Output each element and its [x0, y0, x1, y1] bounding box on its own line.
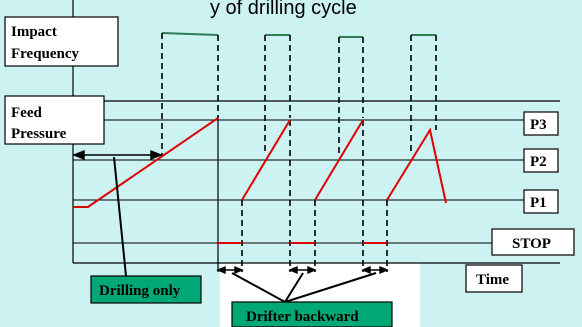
drifter-leader-1: [231, 272, 286, 303]
timing-dashes: [161, 33, 437, 272]
drifter-backward-callout: Drifter backward: [231, 301, 393, 327]
svg-text:STOP: STOP: [512, 236, 551, 252]
svg-text:Drifter backward: Drifter backward: [246, 309, 359, 325]
drilling-only-leader: [113, 156, 127, 277]
p1-label: P1: [523, 189, 559, 214]
svg-text:P2: P2: [530, 154, 547, 170]
svg-text:P3: P3: [530, 117, 547, 133]
svg-text:Feed: Feed: [11, 105, 42, 121]
drifter-leader-2: [284, 272, 304, 303]
p3-label: P3: [523, 111, 559, 136]
drifter-leader-3: [284, 272, 377, 303]
svg-text:Pressure: Pressure: [11, 126, 67, 142]
callout-leaders: [113, 156, 377, 303]
title-fragment: y of drilling cycle: [210, 0, 357, 19]
svg-text:Impact: Impact: [11, 24, 57, 40]
drifter-backward-spans: [216, 265, 389, 275]
p2-label: P2: [523, 148, 559, 173]
impact-frequency-label: Impact Frequency: [4, 16, 119, 67]
drilling-only-span: [72, 149, 163, 161]
ramp-3: [314, 119, 364, 201]
pressure-signal: [73, 117, 219, 208]
drilling-only-callout: Drilling only: [90, 275, 202, 304]
svg-text:Drilling only: Drilling only: [99, 283, 181, 299]
stop-label: STOP: [491, 228, 575, 256]
feed-pressure-label: Feed Pressure: [4, 95, 105, 145]
svg-text:Time: Time: [476, 272, 509, 288]
svg-text:P1: P1: [530, 195, 547, 211]
svg-text:Frequency: Frequency: [11, 46, 80, 62]
ramp-4: [386, 127, 447, 204]
impact-pulse-1-top: [161, 32, 219, 36]
time-label: Time: [465, 264, 523, 293]
ramp-2: [241, 119, 291, 201]
impact-pulses: [161, 32, 436, 38]
